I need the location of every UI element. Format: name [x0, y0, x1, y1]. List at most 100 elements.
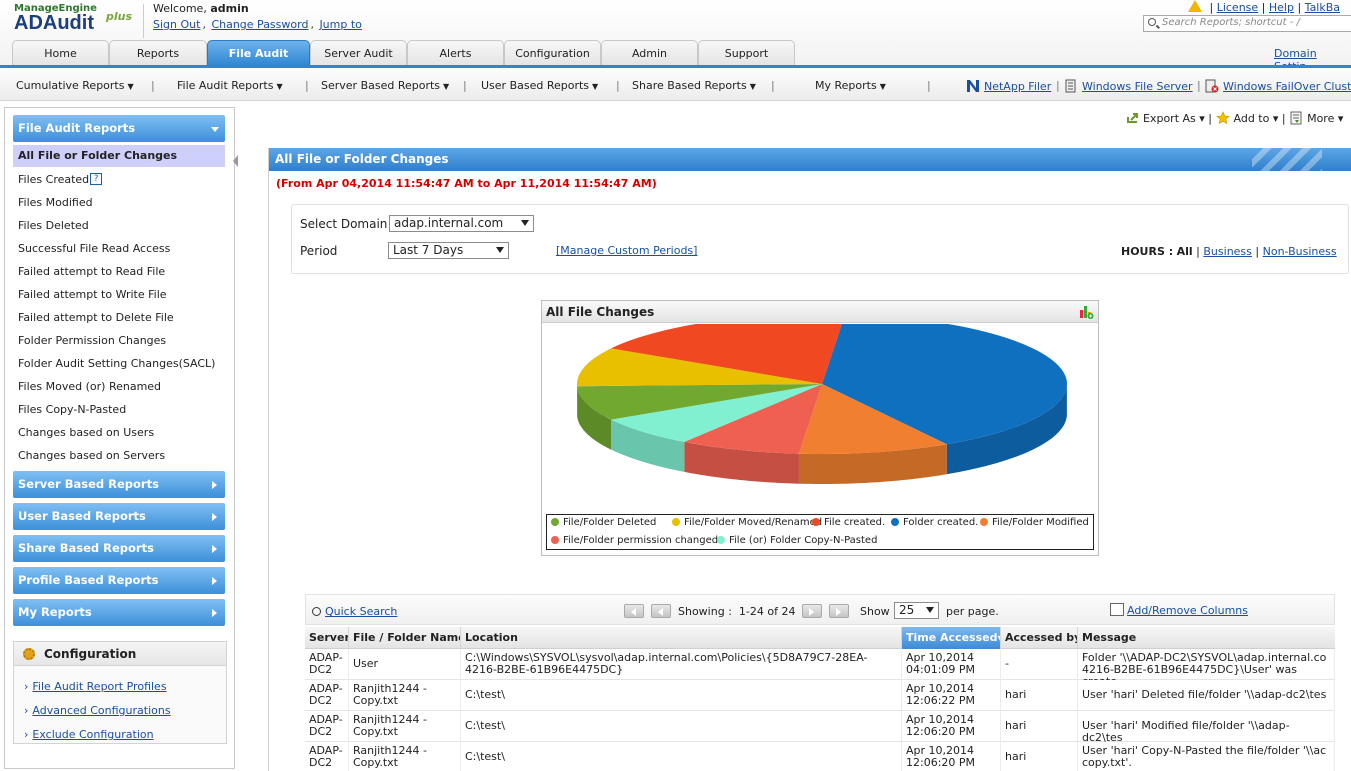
export-as-button[interactable]: Export As ▾ — [1125, 112, 1205, 125]
menu-file-audit-reports[interactable]: File Audit Reports ▼ — [177, 79, 283, 92]
sidebar-item-files-modified[interactable]: Files Modified — [18, 196, 93, 209]
pie-slice-4[interactable] — [577, 384, 822, 420]
sidebar-item-failed-read[interactable]: Failed attempt to Read File — [18, 265, 166, 278]
column-time-accessed[interactable]: Time Accessed▼ — [902, 627, 1001, 649]
chart-type-icon[interactable] — [1078, 304, 1094, 320]
cell-location: C:\test\ — [461, 680, 902, 711]
tab-server-audit[interactable]: Server Audit — [310, 40, 407, 66]
column-message[interactable]: Message — [1082, 631, 1137, 644]
jump-to-link[interactable]: Jump to — [319, 18, 362, 31]
date-range-text: (From Apr 04,2014 11:54:47 AM to Apr 11,… — [276, 177, 657, 190]
help-icon[interactable]: ? — [90, 173, 103, 185]
pie-slice-1[interactable] — [798, 384, 947, 454]
prev-page-button[interactable] — [651, 604, 671, 618]
quick-search-label: Quick Search — [325, 605, 398, 618]
tab-alerts[interactable]: Alerts — [407, 40, 504, 66]
license-link[interactable]: License — [1216, 1, 1259, 14]
tab-configuration[interactable]: Configuration — [504, 40, 601, 66]
talkback-link[interactable]: TalkBa — [1304, 1, 1341, 14]
add-remove-columns-link[interactable]: Add/Remove Columns — [1110, 603, 1248, 617]
sidebar-section-file-audit-reports[interactable]: File Audit Reports — [13, 115, 225, 142]
menu-my-reports[interactable]: My Reports ▼ — [815, 79, 886, 92]
sidebar-section-server-based-reports[interactable]: Server Based Reports — [13, 471, 225, 498]
warning-icon[interactable] — [1188, 0, 1202, 12]
next-page-button[interactable] — [802, 604, 822, 618]
column-location[interactable]: Location — [461, 627, 902, 649]
tab-reports[interactable]: Reports — [109, 40, 207, 66]
column-file-folder-name[interactable]: File / Folder Name — [349, 627, 461, 649]
table-row[interactable]: ADAP- DC2 Ranjith1244 - Copy.txt C:\test\ A… — [305, 711, 1335, 742]
sidebar-item-successful-file-read[interactable]: Successful File Read Access — [18, 242, 171, 255]
sidebar-section-profile-based-reports[interactable]: Profile Based Reports — [13, 567, 225, 594]
hours-business-link[interactable]: Business — [1203, 245, 1252, 258]
welcome-prefix: Welcome, — [153, 2, 207, 15]
tab-admin[interactable]: Admin — [601, 40, 698, 66]
sidebar-section-label: Profile Based Reports — [18, 573, 159, 587]
quick-search-link[interactable]: Quick Search — [312, 605, 397, 618]
help-link[interactable]: Help — [1268, 1, 1294, 14]
advanced-configurations-link[interactable]: Advanced Configurations — [24, 704, 170, 717]
sidebar: File Audit Reports All File or Folder Ch… — [4, 107, 235, 769]
menu-user-based-reports[interactable]: User Based Reports ▼ — [481, 79, 598, 92]
hours-non-business-link[interactable]: Non-Business — [1262, 245, 1337, 258]
menu-server-based-reports[interactable]: Server Based Reports ▼ — [321, 79, 449, 92]
column-server[interactable]: Server — [305, 627, 349, 649]
menu-cumulative-reports[interactable]: Cumulative Reports ▼ — [16, 79, 134, 92]
legend-label: File/Folder permission changed — [563, 535, 719, 546]
logo-product[interactable]: ADAudit — [14, 12, 94, 34]
sidebar-item-files-deleted[interactable]: Files Deleted — [18, 219, 89, 232]
windows-file-server-link[interactable]: Windows File Server — [1064, 79, 1193, 93]
cell-server: ADAP- DC2 — [305, 711, 349, 742]
page-size-select[interactable]: 25 — [894, 602, 939, 619]
table-row[interactable]: ADAP- DC2 Ranjith1244 - Copy.txt C:\test\ A… — [305, 680, 1335, 711]
sidebar-section-share-based-reports[interactable]: Share Based Reports — [13, 535, 225, 562]
sidebar-item-changes-based-on-users[interactable]: Changes based on Users — [18, 426, 155, 439]
header-links: Sign Out, Change Password, Jump to — [153, 18, 362, 31]
period-select[interactable]: Last 7 Days — [388, 242, 509, 259]
sidebar-item-all-file-or-folder-changes[interactable]: All File or Folder Changes — [13, 145, 225, 167]
tab-home[interactable]: Home — [12, 40, 109, 66]
collapse-sidebar-arrow-icon[interactable] — [233, 155, 238, 167]
sidebar-item-failed-delete[interactable]: Failed attempt to Delete File — [18, 311, 174, 324]
more-button[interactable]: More ▾ — [1289, 111, 1343, 125]
domain-select[interactable]: adap.internal.com — [389, 215, 534, 232]
windows-file-server-label: Windows File Server — [1082, 80, 1193, 93]
hours-all[interactable]: All — [1176, 245, 1193, 258]
menu-separator: | — [151, 79, 155, 92]
sidebar-item-files-created[interactable]: Files Created? — [13, 169, 225, 191]
menu-share-based-reports[interactable]: Share Based Reports ▼ — [632, 79, 756, 92]
caret-down-icon: ▼ — [592, 82, 599, 91]
per-page-label: per page. — [946, 605, 999, 618]
pie-slice-2[interactable] — [684, 384, 822, 454]
first-page-button[interactable] — [624, 604, 644, 618]
last-page-button[interactable] — [829, 604, 849, 618]
pie-slice-6[interactable] — [611, 324, 845, 384]
exclude-configuration-link[interactable]: Exclude Configuration — [24, 728, 153, 741]
change-password-link[interactable]: Change Password — [211, 18, 309, 31]
sign-out-link[interactable]: Sign Out — [153, 18, 201, 31]
sidebar-section-my-reports[interactable]: My Reports — [13, 599, 225, 626]
pie-slice-5[interactable] — [577, 348, 822, 387]
windows-failover-cluster-link[interactable]: Windows FailOver Clust — [1205, 79, 1351, 93]
sidebar-item-folder-audit-setting-changes[interactable]: Folder Audit Setting Changes(SACL) — [18, 357, 216, 370]
sidebar-item-failed-write[interactable]: Failed attempt to Write File — [18, 288, 167, 301]
sidebar-item-files-copy-n-pasted[interactable]: Files Copy-N-Pasted — [18, 403, 127, 416]
tab-file-audit[interactable]: File Audit — [207, 40, 310, 66]
manage-custom-periods-link[interactable]: [Manage Custom Periods] — [556, 244, 698, 257]
tab-support[interactable]: Support — [698, 40, 795, 66]
table-row[interactable]: ADAP- DC2 User C:\Windows\SYSVOL\sysvol\ad… — [305, 649, 1335, 680]
sidebar-item-folder-permission-changes[interactable]: Folder Permission Changes — [18, 334, 167, 347]
search-reports-input[interactable]: Search Reports; shortcut - / — [1143, 15, 1351, 32]
table-row[interactable]: ADAP- DC2 Ranjith1244 - Copy.txt C:\test\ A… — [305, 742, 1335, 771]
column-accessed-by[interactable]: Accessed by — [1001, 627, 1078, 649]
configuration-panel: Configuration File Audit Report Profiles… — [13, 641, 227, 744]
legend-label: File/Folder Modified — [992, 517, 1089, 528]
sidebar-item-changes-based-on-servers[interactable]: Changes based on Servers — [18, 449, 166, 462]
sidebar-item-files-moved-renamed[interactable]: Files Moved (or) Renamed — [18, 380, 162, 393]
pie-slice-0[interactable] — [822, 324, 1067, 445]
sidebar-section-user-based-reports[interactable]: User Based Reports — [13, 503, 225, 530]
pie-slice-3[interactable] — [611, 384, 822, 442]
netapp-filer-link[interactable]: NetApp Filer — [966, 79, 1051, 93]
add-to-button[interactable]: Add to ▾ — [1215, 111, 1278, 125]
file-audit-report-profiles-link[interactable]: File Audit Report Profiles — [24, 680, 166, 693]
